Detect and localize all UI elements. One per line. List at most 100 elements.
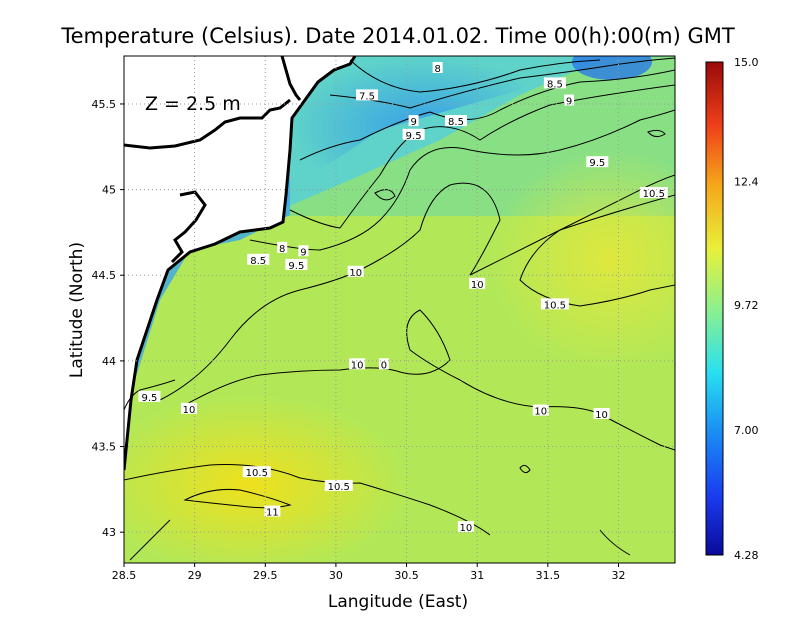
- contour-label-bg: [347, 265, 364, 277]
- contour-10-5: [519, 194, 675, 307]
- contour-label: 8.5: [547, 79, 563, 90]
- contour-label: 10.5: [246, 468, 268, 479]
- y-axis-label: Latitude (North): [67, 242, 87, 378]
- x-axis-label: Langitude (East): [328, 592, 468, 612]
- contour-label: 9: [566, 97, 572, 108]
- contour-label: 9.5: [589, 158, 605, 169]
- colorbar: 15.0 12.4 9.72 7.00 4.28: [705, 56, 759, 562]
- x-tick-label: 31: [470, 569, 484, 582]
- contour-label: 10.5: [328, 482, 350, 493]
- x-tick-label: 32: [611, 569, 625, 582]
- contour-label: 11: [266, 508, 279, 519]
- y-tick-label: 44: [102, 355, 116, 368]
- contour-label-bg: [639, 187, 668, 199]
- contour-label: 7.5: [359, 91, 375, 102]
- y-tick-label: 43: [102, 526, 116, 539]
- colorbar-tick-label: 15.0: [734, 56, 759, 69]
- contour-label: 0: [381, 360, 387, 371]
- cold-pool-northeast: [572, 56, 652, 80]
- contour-label-bg: [264, 505, 281, 517]
- contour-label: 10: [595, 410, 608, 421]
- colorbar-gradient: [705, 61, 724, 556]
- contour-label: 9.5: [406, 131, 422, 142]
- contour-label: 10: [534, 407, 547, 418]
- contour-labels: 87.58.599 8.59.59.510.58 98.5 9.5101010.510…: [138, 61, 668, 534]
- contour-label: 10: [471, 280, 484, 291]
- contour-label-bg: [242, 466, 271, 478]
- contour-10-5-south: [124, 464, 491, 536]
- coastline: [124, 56, 357, 471]
- contour-label-bg: [469, 277, 486, 289]
- coastline-river: [280, 56, 302, 101]
- contour-edge-se: [599, 529, 631, 556]
- contour-10-southeast: [599, 413, 675, 451]
- contour-label: 9: [300, 247, 306, 258]
- contour-label-bg: [277, 241, 288, 253]
- colorbar-tick-label: 4.28: [734, 549, 759, 562]
- contour-label-bg: [457, 521, 474, 533]
- colorbar-ticks: 15.0 12.4 9.72 7.00 4.28: [734, 56, 759, 562]
- contour-10-south: [184, 309, 601, 415]
- x-tick-label: 30.5: [394, 569, 419, 582]
- contour-label: 10: [351, 360, 364, 371]
- contour-label-bg: [298, 245, 309, 257]
- x-tick-label: 28.5: [112, 569, 137, 582]
- contour-label: 8.5: [448, 117, 464, 128]
- contour-label: 8.5: [250, 256, 266, 267]
- warm-core-east: [490, 150, 675, 370]
- contour-label: 10.5: [643, 189, 665, 200]
- contour-10: [159, 182, 501, 401]
- contour-label: 10: [460, 523, 473, 534]
- contour-label: 10: [183, 405, 196, 416]
- x-tick-label: 29.5: [253, 569, 278, 582]
- contour-label: 9.5: [288, 261, 304, 272]
- x-tick-label: 31.5: [536, 569, 561, 582]
- contour-10-west: [124, 379, 176, 411]
- colorbar-tick-label: 9.72: [734, 299, 759, 312]
- contour-label: 9: [410, 117, 416, 128]
- contour-label-bg: [247, 253, 270, 265]
- contour-label-bg: [402, 128, 425, 140]
- x-axis-ticks: 28.5 29 29.5 30 30.5 31 31.5 32: [112, 563, 625, 582]
- y-axis-ticks: 43 43.5 44 44.5 45 45.5: [92, 98, 124, 539]
- x-tick-label: 30: [329, 569, 343, 582]
- contour-label-bg: [378, 358, 389, 370]
- colorbar-tick-label: 7.00: [734, 424, 759, 437]
- warm-core-southwest: [124, 395, 410, 563]
- contour-label-bg: [540, 298, 569, 310]
- contour-label-bg: [543, 77, 566, 89]
- contour-label-bg: [408, 115, 419, 127]
- contour-label-bg: [532, 404, 549, 416]
- y-tick-label: 45.5: [92, 98, 117, 111]
- contour-label-bg: [285, 258, 308, 270]
- y-tick-label: 43.5: [92, 441, 117, 454]
- land-mass: [124, 56, 355, 470]
- contour-label-bg: [564, 94, 575, 106]
- contour-ring-3: [519, 464, 531, 474]
- contour-label-bg: [445, 115, 468, 127]
- contour-label: 8: [434, 64, 440, 75]
- contour-label-bg: [324, 479, 353, 491]
- coastline-lagoon: [170, 190, 207, 264]
- x-tick-label: 29: [188, 569, 202, 582]
- contour-label-bg: [593, 407, 610, 419]
- coastline-inland-lake: [124, 98, 291, 150]
- contour-label-bg: [586, 156, 609, 168]
- contour-label-bg: [356, 89, 379, 101]
- chart-title: Temperature (Celsius). Date 2014.01.02. …: [60, 24, 735, 48]
- plot-frame: [123, 55, 676, 564]
- contour-8-5: [299, 69, 675, 161]
- colorbar-tick-label: 12.4: [734, 176, 759, 189]
- contour-label-bg: [349, 358, 366, 370]
- contour-11: [183, 489, 292, 509]
- contour-ring-1: [374, 189, 396, 201]
- contour-label: 9.5: [141, 393, 157, 404]
- contour-edge-sw: [129, 519, 171, 561]
- contour-label: 10: [349, 268, 362, 279]
- contour-label-bg: [138, 390, 161, 402]
- contour-10-east: [469, 174, 675, 276]
- y-tick-label: 44.5: [92, 269, 117, 282]
- contour-ring-2: [647, 129, 666, 138]
- contour-9-5: [249, 109, 675, 251]
